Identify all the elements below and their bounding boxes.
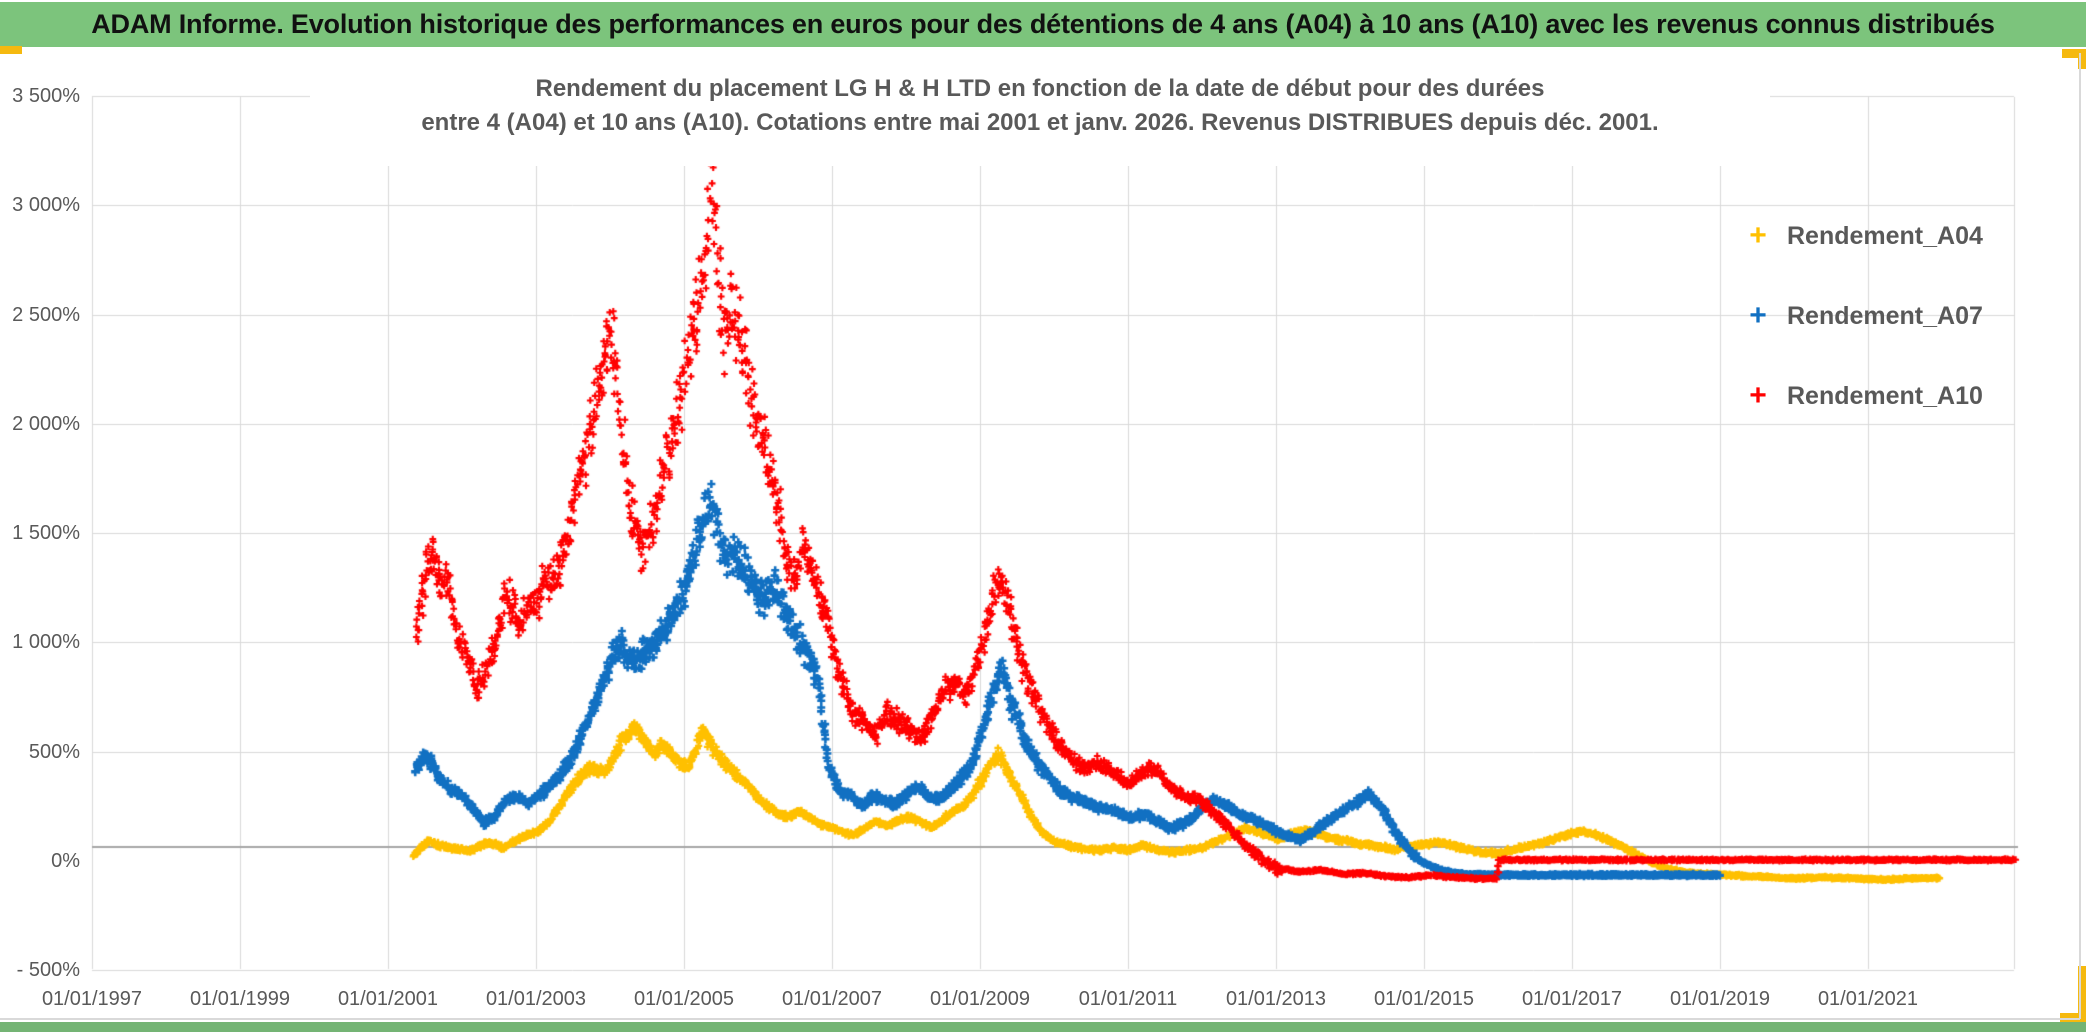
x-tick-label: 01/01/2015 [1373,988,1475,1010]
chart-title: Rendement du placement LG H & H LTD en f… [310,58,1770,166]
x-tick-label: 01/01/2017 [1521,988,1623,1010]
x-tick-label: 01/01/2001 [337,988,439,1010]
accent-bottom-right-strip [2078,966,2086,1022]
banner-title: ADAM Informe. Evolution historique des p… [91,9,1995,39]
x-tick-label: 01/01/1997 [41,988,143,1010]
x-tick-label: 01/01/2005 [633,988,735,1010]
legend-item-a04[interactable]: + Rendement_A04 [1745,196,2045,276]
legend-label: Rendement_A04 [1787,221,1983,250]
x-tick-label: 01/01/1999 [189,988,291,1010]
y-tick-label: 0% [51,850,80,872]
accent-top-left [0,46,22,54]
y-tick-label: 2 500% [12,303,80,326]
accent-top-right [2062,49,2086,58]
y-tick-label: 2 000% [12,412,80,435]
y-tick-label: 500% [28,740,80,763]
x-tick-label: 01/01/2019 [1669,988,1771,1010]
x-tick-label: 01/01/2013 [1225,988,1327,1010]
chart-border-bottom [0,1018,2080,1020]
legend-marker-plus-icon: + [1749,379,1767,412]
accent-bottom-right-foot [2060,1013,2086,1022]
y-tick-label: - 500% [16,959,80,982]
y-tick-label: 1 000% [12,631,80,654]
y-tick-label: 3 500% [12,85,80,107]
legend-marker-plus-icon: + [1749,219,1767,252]
bottom-banner [0,1022,2086,1032]
chart-border-right [2079,53,2081,1019]
top-banner: ADAM Informe. Evolution historique des p… [0,2,2086,47]
x-tick-label: 01/01/2007 [781,988,883,1010]
legend-item-a10[interactable]: + Rendement_A10 [1745,356,2045,436]
chart-title-line2: entre 4 (A04) et 10 ans (A10). Cotations… [421,109,1659,136]
legend-item-a07[interactable]: + Rendement_A07 [1745,276,2045,356]
x-tick-label: 01/01/2021 [1817,988,1919,1010]
chart-title-line1: Rendement du placement LG H & H LTD en f… [535,75,1545,102]
x-tick-label: 01/01/2009 [929,988,1031,1010]
chart-legend: + Rendement_A04 + Rendement_A07 + Rendem… [1745,196,2045,436]
legend-label: Rendement_A10 [1787,381,1983,410]
x-tick-label: 01/01/2011 [1078,988,1178,1010]
y-tick-label: 1 500% [12,522,80,545]
y-tick-label: 3 000% [12,194,80,217]
legend-label: Rendement_A07 [1787,301,1983,330]
accent-top-right-tab [2078,49,2086,69]
x-tick-label: 01/01/2003 [485,988,587,1010]
legend-marker-plus-icon: + [1749,299,1767,332]
